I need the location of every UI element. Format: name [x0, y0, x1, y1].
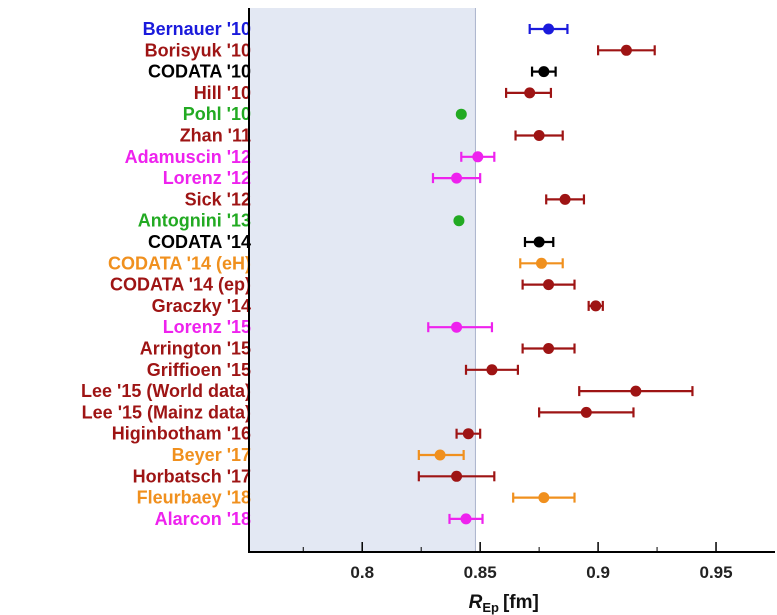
point-marker [462, 428, 474, 440]
study-label: Beyer '17 [172, 445, 251, 465]
point-marker [543, 23, 555, 35]
x-axis-ticks: 0.8 0.85 0.9 0.95 [302, 542, 733, 582]
data-point [417, 449, 465, 461]
study-label: Alarcon '18 [155, 509, 251, 529]
study-label: Antognini '13 [138, 211, 251, 231]
data-point [587, 300, 604, 312]
data-point [455, 428, 482, 440]
data-point [505, 87, 553, 99]
data-point [514, 130, 564, 141]
point-marker [451, 470, 463, 482]
x-tick-label: 0.9 [586, 563, 610, 582]
point-marker [460, 513, 472, 525]
study-label: CODATA '14 (eH) [108, 253, 251, 273]
point-marker [434, 449, 446, 461]
x-tick-label: 0.8 [350, 563, 374, 582]
data-point [431, 172, 482, 184]
point-marker [453, 215, 465, 227]
data-point [417, 470, 496, 482]
point-marker [455, 108, 467, 120]
study-label: Horbatsch '17 [133, 466, 251, 486]
study-label: Fleurbaey '18 [137, 488, 251, 508]
study-label: Graczky '14 [152, 296, 251, 316]
data-point [523, 236, 555, 248]
x-axis-title-subscript: Ep [482, 600, 499, 615]
study-label: CODATA '14 [148, 232, 251, 252]
study-label: Griffioen '15 [147, 360, 251, 380]
point-marker [535, 257, 547, 269]
x-tick-label: 0.95 [699, 563, 732, 582]
point-marker [538, 492, 550, 504]
data-point [464, 364, 519, 376]
study-label: Lee '15 (World data) [81, 381, 251, 401]
point-marker [533, 130, 545, 141]
study-label: CODATA '14 (ep) [110, 275, 251, 295]
data-point [521, 279, 576, 291]
study-label: Arrington '15 [140, 339, 251, 359]
point-marker [543, 343, 555, 354]
study-label: Adamuscin '12 [125, 147, 251, 167]
point-marker [630, 385, 642, 397]
study-label: Lorenz '12 [163, 168, 251, 188]
point-marker [543, 279, 555, 291]
x-axis-title: REp [fm] [469, 592, 539, 615]
study-label: Lee '15 (Mainz data) [82, 402, 251, 422]
data-point [519, 257, 564, 269]
point-marker [533, 236, 545, 248]
data-point [578, 385, 694, 397]
point-marker [451, 321, 463, 333]
data-point [427, 321, 494, 333]
study-label: Zhan '11 [180, 126, 251, 146]
data-point [528, 23, 569, 35]
data-point [453, 215, 465, 227]
study-label: Hill '10 [194, 83, 251, 103]
x-axis-title-unit: [fm] [503, 592, 539, 613]
point-marker [451, 172, 463, 184]
study-label: Sick '12 [185, 189, 251, 209]
data-point [521, 343, 576, 354]
data-points [417, 23, 694, 525]
data-point [512, 492, 576, 504]
point-marker [620, 44, 632, 56]
study-label: Lorenz '15 [163, 317, 251, 337]
point-marker [580, 406, 592, 418]
study-label: CODATA '10 [148, 62, 251, 82]
point-marker [472, 151, 484, 163]
study-label: Pohl '10 [183, 104, 251, 124]
data-point [530, 66, 557, 78]
point-marker [538, 66, 550, 78]
x-tick-label: 0.85 [464, 563, 497, 582]
data-point [545, 193, 586, 205]
data-point [460, 151, 496, 163]
x-axis-title-symbol: R [469, 592, 483, 613]
data-point [596, 44, 656, 56]
point-marker [590, 300, 602, 312]
study-label: Higinbotham '16 [112, 424, 251, 444]
data-point [448, 513, 484, 525]
shaded-region [249, 8, 476, 552]
study-label: Bernauer '10 [143, 19, 251, 39]
point-marker [486, 364, 498, 376]
point-marker [559, 193, 571, 205]
point-marker [524, 87, 536, 99]
data-point [538, 406, 635, 418]
study-label: Borisyuk '10 [145, 40, 251, 60]
data-point [455, 108, 467, 120]
